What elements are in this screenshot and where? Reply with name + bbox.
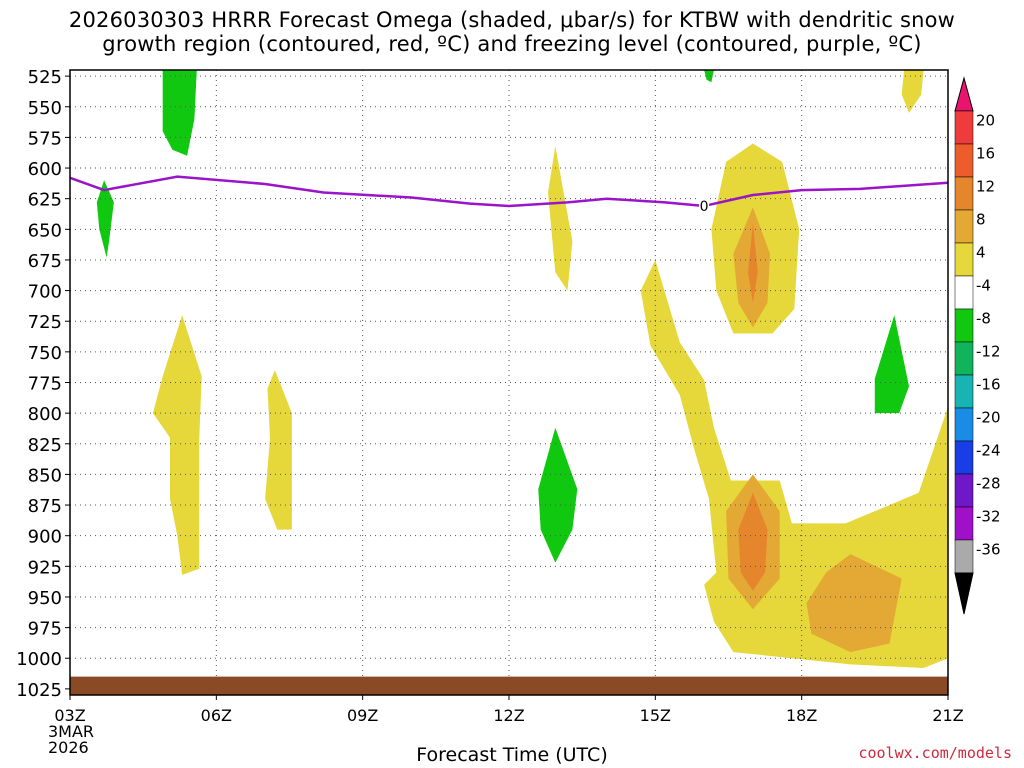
x-axis: 03Z 06Z 09Z 12Z 15Z 18Z 21Z [54,695,964,725]
x-tick-label-12Z: 12Z [493,706,524,725]
colorbar-label--16: -16 [976,375,1001,393]
date-label-year: 2026 [48,738,89,757]
colorbar-label--20: -20 [976,408,1001,426]
colorbar-label--24: -24 [976,441,1001,459]
y-tick-label-875: 875 [28,496,62,517]
y-tick-label-600: 600 [28,159,62,180]
x-tick-label-21Z: 21Z [932,706,963,725]
colorbar-label-20: 20 [976,111,995,129]
colorbar-legend: 20 16 12 8 4 -4 -8 -12 -16 -20 -24 -28 -32 -36 [954,76,1001,615]
credit-text: coolwx.com/models [858,744,1012,762]
y-axis: 525 550 575 600 625 650 675 700 725 750 775 800 825 8… [16,67,70,701]
colorbar-label-12: 12 [976,177,995,195]
colorbar-segment-6 [954,308,974,343]
x-tick-label-15Z: 15Z [640,706,671,725]
omega-region-6 [548,146,573,291]
omega-region-8 [152,315,202,575]
y-tick-label-900: 900 [28,527,62,548]
colorbar-label--36: -36 [976,540,1001,558]
colorbar-segment-8 [954,374,974,409]
colorbar-segment-7 [954,341,974,376]
y-tick-label-575: 575 [28,128,62,149]
omega-region-4 [874,315,909,414]
y-tick-label-950: 950 [28,588,62,609]
colorbar-segment-1 [954,143,974,178]
colorbar-segment-11 [954,473,974,508]
colorbar-segment-10 [954,440,974,475]
y-tick-label-825: 825 [28,435,62,456]
colorbar-top-arrow [954,76,974,112]
freezing-level-label-bg [699,198,710,215]
colorbar-segment-12 [954,506,974,541]
omega-shading [96,70,948,668]
colorbar-segment-3 [954,209,974,244]
y-tick-label-750: 750 [28,343,62,364]
omega-region-1 [96,180,114,258]
freezing-level-line [69,175,949,208]
y-tick-label-775: 775 [28,374,62,395]
y-tick-label-800: 800 [28,404,62,425]
colorbar-label--4: -4 [976,276,991,294]
colorbar-label-4: 4 [976,243,986,261]
colorbar-bottom-arrow [954,572,974,615]
omega-region-3 [538,427,578,563]
colorbar-segment-13 [954,539,974,574]
colorbar-label-16: 16 [976,144,995,162]
x-tick-label-03Z: 03Z [54,706,85,725]
chart-title-line-2: growth region (contoured, red, ºC) and f… [102,32,922,56]
x-axis-label: Forecast Time (UTC) [416,744,608,766]
colorbar-label--32: -32 [976,507,1001,525]
y-tick-label-725: 725 [28,312,62,333]
omega-region-14 [748,223,758,303]
y-tick-label-1000: 1000 [16,649,62,670]
y-tick-label-650: 650 [28,220,62,241]
y-tick-label-1025: 1025 [16,680,62,701]
plot-area: 0 [69,69,949,696]
colorbar-segment-4 [954,242,974,277]
omega-region-2 [704,70,714,83]
y-tick-label-700: 700 [28,282,62,303]
y-tick-label-850: 850 [28,465,62,486]
y-tick-label-675: 675 [28,251,62,272]
colorbar-segment-0 [954,110,974,145]
freezing-level-label: 0 [700,199,709,215]
y-tick-label-925: 925 [28,557,62,578]
y-tick-label-975: 975 [28,619,62,640]
gridlines [70,70,948,695]
colorbar-segment-2 [954,176,974,211]
colorbar-label--8: -8 [976,309,991,327]
omega-region-9 [265,370,307,530]
x-tick-label-09Z: 09Z [347,706,378,725]
x-tick-label-18Z: 18Z [786,706,817,725]
colorbar-segment-5 [954,275,974,310]
chart-title-line-1: 2026030303 HRRR Forecast Omega (shaded, … [68,8,956,32]
x-tick-label-06Z: 06Z [201,706,232,725]
omega-region-0 [162,70,197,156]
colorbar-label--12: -12 [976,342,1001,360]
date-label-month: 3MAR [48,722,95,741]
y-tick-label-625: 625 [28,190,62,211]
colorbar-label-8: 8 [976,210,986,228]
y-tick-label-550: 550 [28,98,62,119]
y-tick-label-525: 525 [28,67,62,88]
colorbar-segment-9 [954,407,974,442]
omega-region-5 [901,70,924,113]
ground-surface [70,676,948,695]
colorbar-label--28: -28 [976,474,1001,492]
